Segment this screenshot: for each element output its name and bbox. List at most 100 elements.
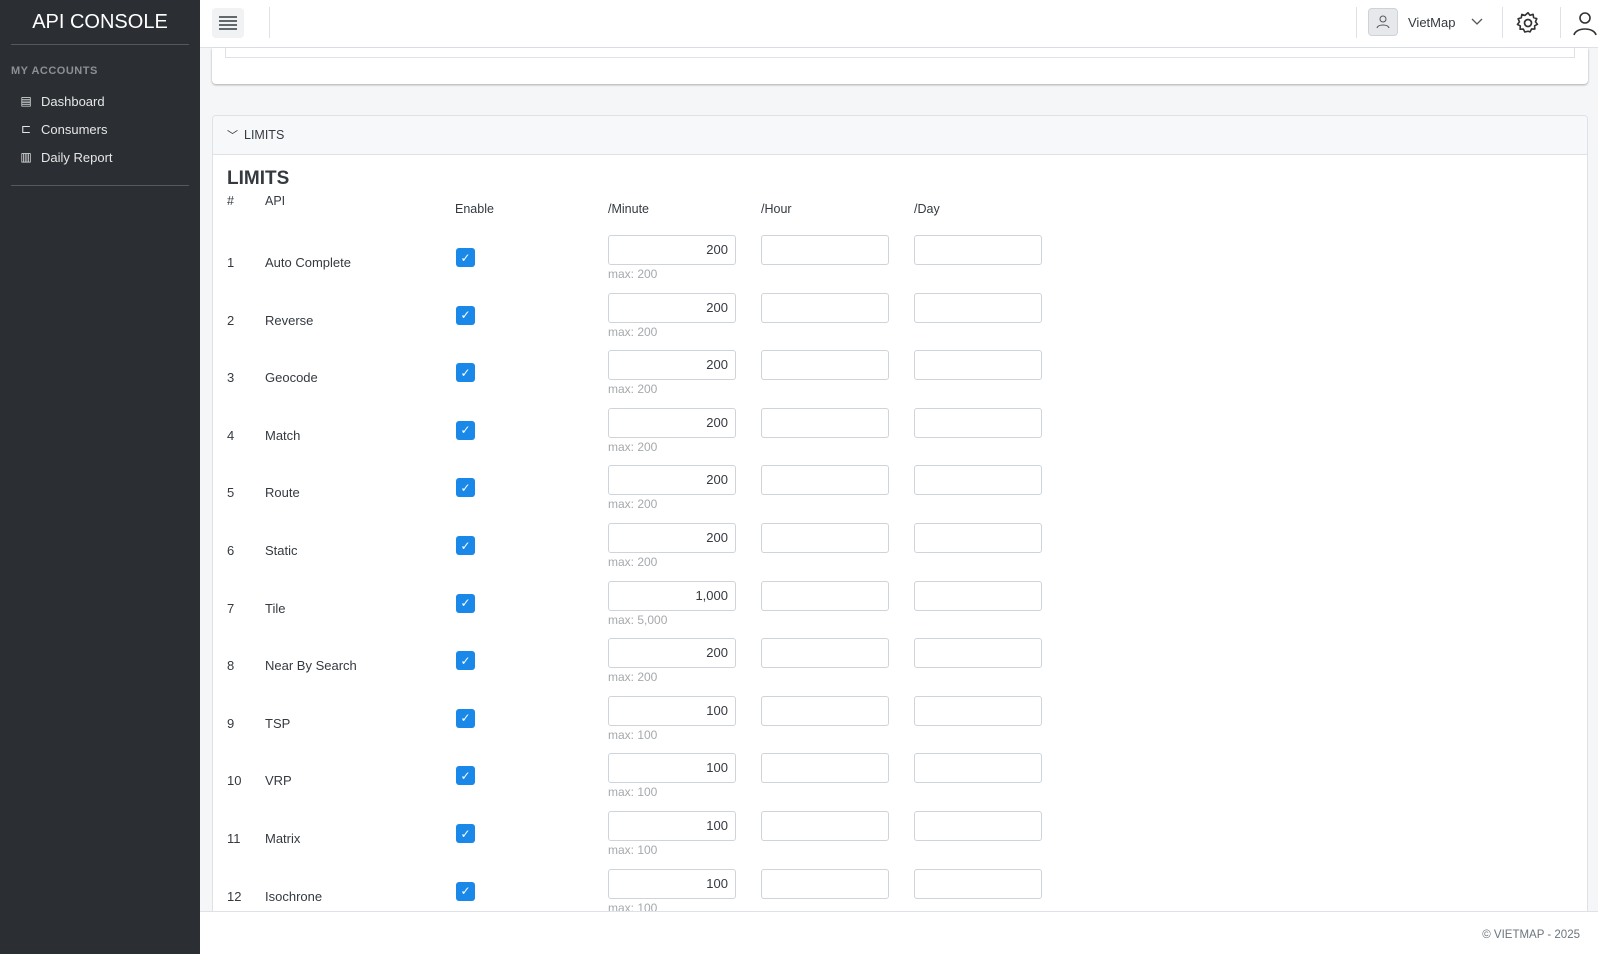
- table-row: 6 Static ✓ 200 max: 200: [213, 523, 1587, 581]
- row-number: 5: [227, 485, 235, 501]
- check-icon: ✓: [460, 653, 471, 668]
- previous-table: [225, 48, 1575, 58]
- day-limit-input[interactable]: [914, 753, 1042, 784]
- check-icon: ✓: [460, 250, 471, 265]
- id-card-icon: ▤: [20, 94, 32, 108]
- minute-limit-input[interactable]: 200: [608, 465, 736, 496]
- gear-icon: [1516, 11, 1539, 33]
- sidebar-item-label: Consumers: [41, 121, 108, 137]
- sidebar-item-dashboard[interactable]: ▤ Dashboard: [11, 87, 189, 115]
- enable-checkbox[interactable]: ✓: [456, 363, 475, 383]
- day-limit-input[interactable]: [914, 695, 1042, 726]
- profile-button[interactable]: [1572, 10, 1598, 41]
- table-row: 5 Route ✓ 200 max: 200: [213, 465, 1587, 523]
- minute-limit-input[interactable]: 200: [608, 523, 736, 553]
- row-number: 12: [227, 888, 242, 904]
- check-icon: ✓: [460, 596, 471, 611]
- minute-limit-input[interactable]: 100: [608, 753, 736, 784]
- api-name: Route: [265, 485, 300, 501]
- check-icon: ✓: [460, 308, 471, 323]
- row-number: 7: [227, 600, 235, 616]
- sidebar-item-label: Daily Report: [41, 149, 113, 165]
- enable-checkbox[interactable]: ✓: [456, 593, 475, 613]
- limits-panel-header[interactable]: ﹀ LIMITS: [213, 116, 1587, 155]
- table-row: 10 VRP ✓ 100 max: 100: [213, 753, 1587, 811]
- divider: [269, 7, 270, 38]
- sidebar-item-consumers[interactable]: ⊏ Consumers: [11, 115, 189, 143]
- day-limit-input[interactable]: [914, 523, 1042, 553]
- divider: [1356, 7, 1357, 38]
- api-name: Static: [265, 543, 298, 558]
- day-limit-input[interactable]: [914, 580, 1042, 611]
- hour-limit-input[interactable]: [761, 465, 889, 496]
- minute-limit-input[interactable]: 100: [608, 868, 736, 899]
- topbar: VietMap: [200, 0, 1598, 48]
- table-row: 4 Match ✓ 200 max: 200: [213, 407, 1587, 466]
- menu-toggle-button[interactable]: [212, 8, 244, 38]
- hour-limit-input[interactable]: [761, 638, 889, 669]
- day-limit-input[interactable]: [914, 292, 1042, 323]
- api-name: Reverse: [265, 312, 314, 328]
- hour-limit-input[interactable]: [761, 235, 889, 265]
- hour-limit-input[interactable]: [761, 407, 889, 438]
- enable-checkbox[interactable]: ✓: [456, 248, 475, 267]
- row-number: 2: [227, 312, 235, 328]
- enable-checkbox[interactable]: ✓: [456, 478, 475, 498]
- enable-checkbox[interactable]: ✓: [456, 305, 475, 325]
- enable-checkbox[interactable]: ✓: [456, 536, 475, 555]
- api-name: Match: [265, 427, 301, 443]
- enable-checkbox[interactable]: ✓: [456, 824, 475, 843]
- sidebar-item-daily-report[interactable]: ▥ Daily Report: [11, 143, 189, 171]
- minute-limit-input[interactable]: 1,000: [608, 580, 736, 611]
- max-hint: max: 200: [608, 670, 658, 685]
- hour-limit-input[interactable]: [761, 811, 889, 841]
- account-name: VietMap: [1408, 14, 1456, 30]
- day-limit-input[interactable]: [914, 638, 1042, 669]
- row-number: 8: [227, 658, 235, 674]
- enable-checkbox[interactable]: ✓: [456, 766, 475, 786]
- hour-limit-input[interactable]: [761, 695, 889, 726]
- row-number: 3: [227, 370, 235, 386]
- page-title: LIMITS: [227, 168, 290, 189]
- hour-limit-input[interactable]: [761, 580, 889, 611]
- divider: [1502, 7, 1503, 38]
- day-limit-input[interactable]: [914, 465, 1042, 496]
- minute-limit-input[interactable]: 100: [608, 695, 736, 726]
- hour-limit-input[interactable]: [761, 292, 889, 323]
- bar-chart-icon: ▥: [20, 150, 32, 164]
- settings-button[interactable]: [1515, 10, 1541, 41]
- day-limit-input[interactable]: [914, 868, 1042, 899]
- minute-limit-input[interactable]: 200: [608, 350, 736, 381]
- minute-limit-input[interactable]: 100: [608, 811, 736, 841]
- hour-limit-input[interactable]: [761, 868, 889, 899]
- col-header-num: #: [227, 194, 234, 208]
- sidebar-item-label: Dashboard: [41, 93, 105, 109]
- enable-checkbox[interactable]: ✓: [456, 881, 475, 901]
- api-name: TSP: [265, 715, 291, 731]
- day-limit-input[interactable]: [914, 235, 1042, 265]
- check-icon: ✓: [460, 423, 471, 438]
- hour-limit-input[interactable]: [761, 350, 889, 381]
- enable-checkbox[interactable]: ✓: [456, 708, 475, 728]
- limits-card: ﹀ LIMITS LIMITS # API Enable /Minute /Hou…: [212, 115, 1588, 915]
- day-limit-input[interactable]: [914, 811, 1042, 841]
- api-name: VRP: [265, 773, 292, 789]
- max-hint: max: 200: [608, 439, 658, 454]
- minute-limit-input[interactable]: 200: [608, 638, 736, 669]
- hour-limit-input[interactable]: [761, 523, 889, 553]
- day-limit-input[interactable]: [914, 407, 1042, 438]
- max-hint: max: 100: [608, 900, 658, 915]
- minute-limit-input[interactable]: 200: [608, 292, 736, 323]
- api-name: Matrix: [265, 831, 301, 846]
- enable-checkbox[interactable]: ✓: [456, 420, 475, 440]
- col-header-minute: /Minute: [608, 202, 649, 216]
- minute-limit-input[interactable]: 200: [608, 235, 736, 265]
- table-row: 11 Matrix ✓ 100 max: 100: [213, 811, 1587, 869]
- account-dropdown[interactable]: VietMap: [1368, 8, 1483, 36]
- enable-checkbox[interactable]: ✓: [456, 651, 475, 671]
- hour-limit-input[interactable]: [761, 753, 889, 784]
- max-hint: max: 5,000: [608, 612, 668, 627]
- minute-limit-input[interactable]: 200: [608, 407, 736, 438]
- check-icon: ✓: [460, 768, 471, 783]
- day-limit-input[interactable]: [914, 350, 1042, 381]
